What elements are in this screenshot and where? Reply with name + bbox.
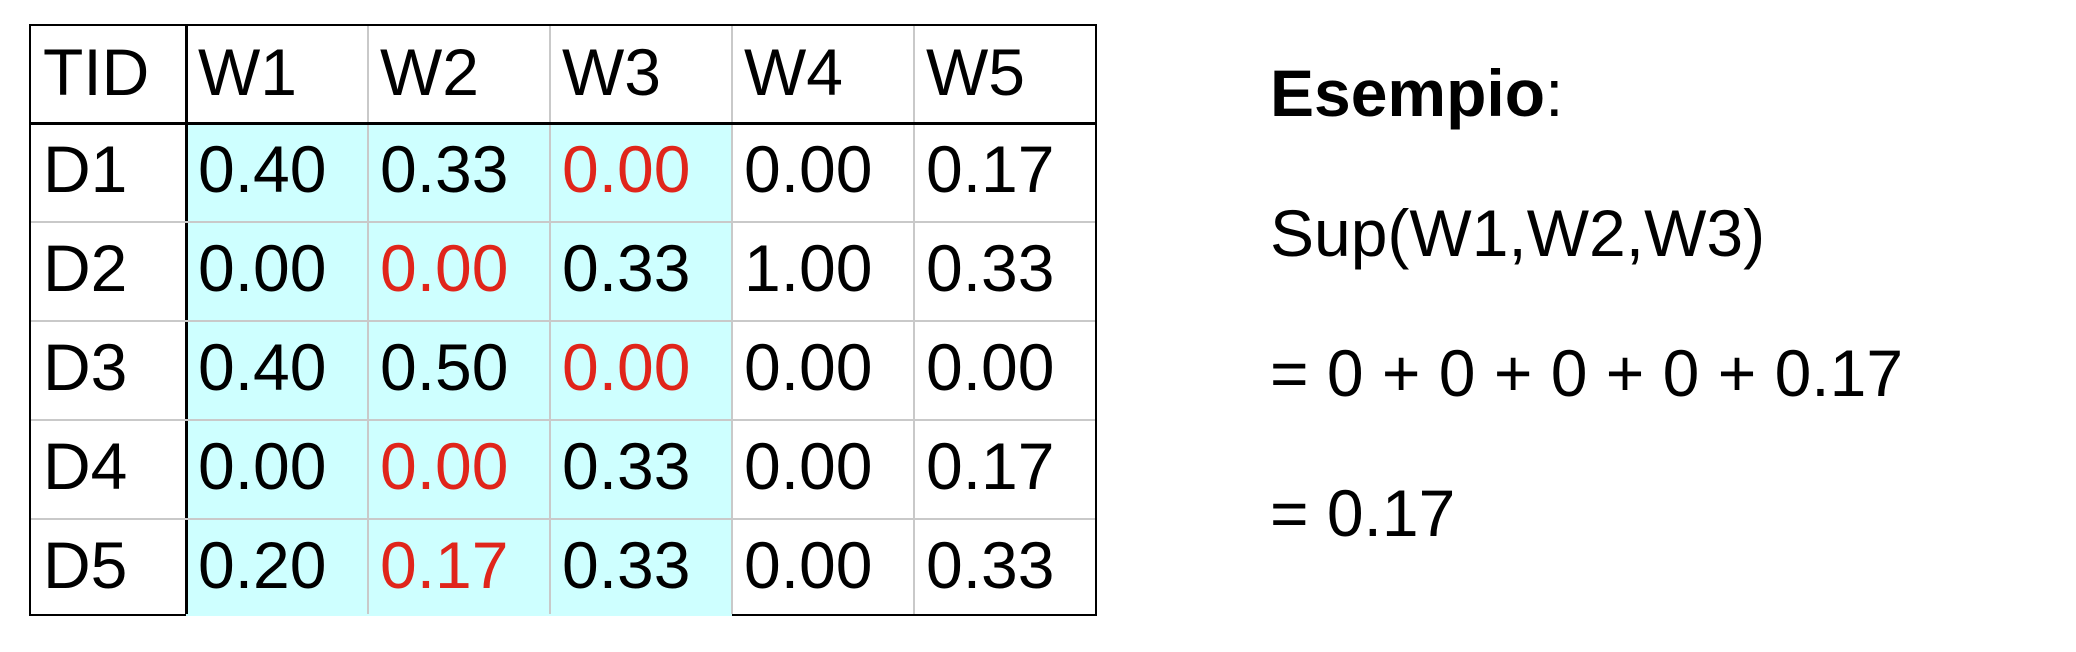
table-cell: 0.33	[926, 231, 1055, 305]
table-cell: 0.40	[198, 132, 327, 206]
table-cell: 1.00	[744, 231, 873, 305]
table-cell: 0.00	[562, 330, 691, 404]
table-cell: 0.00	[744, 330, 873, 404]
row-id-d1: D1	[43, 132, 128, 206]
table-header-tid: TID	[43, 35, 150, 109]
table-header-w2: W2	[380, 35, 479, 109]
table-cell: 0.17	[926, 429, 1055, 503]
table-cell: 0.00	[744, 429, 873, 503]
table-cell: 0.00	[380, 231, 509, 305]
row-id-d2: D2	[43, 231, 128, 305]
example-sum: = 0 + 0 + 0 + 0 + 0.17	[1270, 336, 1904, 410]
example-result: = 0.17	[1270, 476, 1456, 550]
table-cell: 0.33	[926, 528, 1055, 602]
row-divider	[31, 518, 1095, 520]
row-id-d3: D3	[43, 330, 128, 404]
table-cell: 0.50	[380, 330, 509, 404]
table-cell: 0.00	[744, 528, 873, 602]
table-cell: 0.00	[198, 429, 327, 503]
table-cell: 0.40	[198, 330, 327, 404]
w1-w3-highlight	[186, 123, 732, 616]
support-table: TID W1 W2 W3 W4 W5 D1 0.40 0.33 0.00 0.00 0.17 D2 0.0…	[29, 24, 1097, 616]
row-id-d4: D4	[43, 429, 128, 503]
table-header-w4: W4	[744, 35, 843, 109]
table-cell: 0.00	[926, 330, 1055, 404]
table-cell: 0.00	[744, 132, 873, 206]
table-cell: 0.33	[380, 132, 509, 206]
table-cell: 0.33	[562, 528, 691, 602]
row-id-d5: D5	[43, 528, 128, 602]
row-divider	[31, 320, 1095, 322]
example-title: Esempio:	[1270, 56, 1564, 130]
row-divider	[31, 419, 1095, 421]
table-header-w5: W5	[926, 35, 1025, 109]
table-cell: 0.17	[380, 528, 509, 602]
table-header-w1: W1	[198, 35, 297, 109]
table-cell: 0.20	[198, 528, 327, 602]
row-divider	[31, 221, 1095, 223]
table-cell: 0.00	[380, 429, 509, 503]
table-cell: 0.00	[562, 132, 691, 206]
table-header-w3: W3	[562, 35, 661, 109]
table-cell: 0.17	[926, 132, 1055, 206]
example-formula: Sup(W1,W2,W3)	[1270, 196, 1766, 270]
table-cell: 0.33	[562, 429, 691, 503]
table-cell: 0.33	[562, 231, 691, 305]
table-cell: 0.00	[198, 231, 327, 305]
row-divider	[31, 122, 1095, 125]
